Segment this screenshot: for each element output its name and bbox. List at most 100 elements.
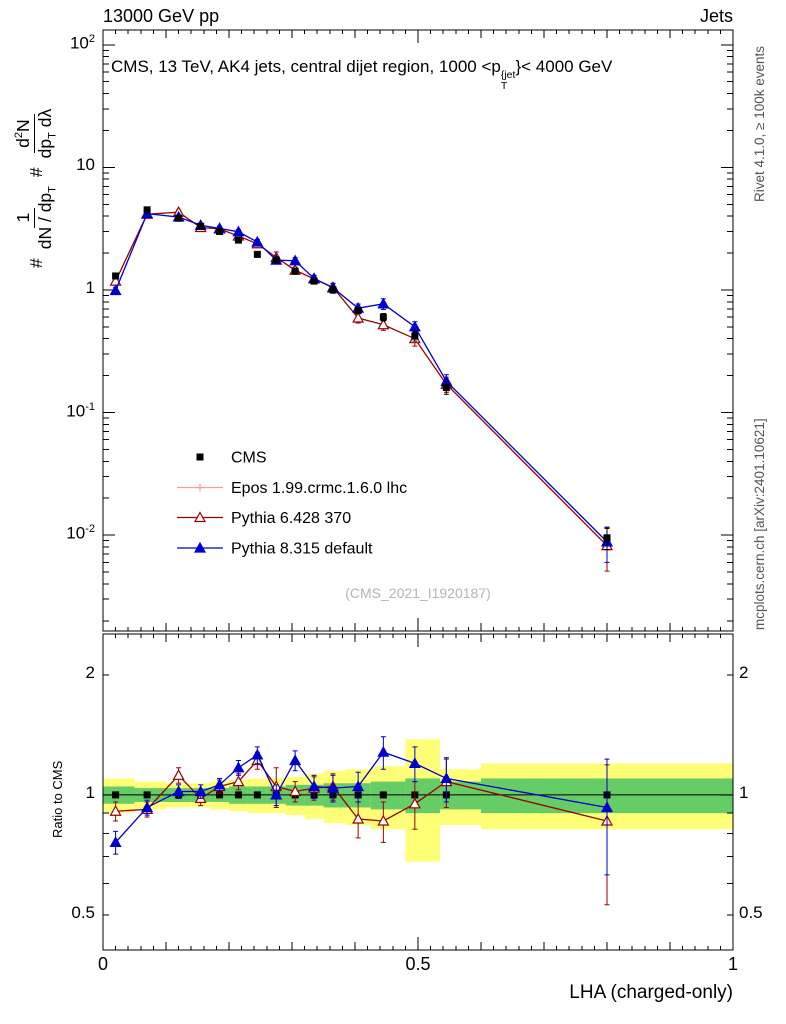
y-axis-tick-label: 10 (76, 155, 95, 175)
ratio-tick-label: 2 (85, 663, 95, 682)
data-point (193, 541, 207, 553)
data-point (172, 785, 185, 797)
green-band (370, 781, 406, 810)
analysis-watermark: (CMS_2021_I1920187) (345, 585, 491, 601)
legend-entry-cms: CMS (196, 450, 267, 467)
rivet-version-label: Rivet 4.1.0, ≥ 100k events (752, 46, 767, 202)
data-point (234, 791, 242, 799)
num-text: d (13, 138, 33, 148)
data-point (232, 761, 245, 773)
data-point (270, 788, 283, 800)
x-axis-tick-label: 0.5 (405, 954, 431, 974)
data-point (109, 284, 122, 296)
x-axis-title: LHA (charged-only) (569, 982, 733, 1003)
data-point (289, 785, 302, 797)
ratio-tick-label-right: 1 (739, 782, 749, 802)
data-point (196, 453, 204, 461)
data-point (193, 511, 207, 523)
legend-entry-pythia-8-315-default: Pythia 8.315 default (177, 541, 373, 558)
data-point (377, 745, 390, 757)
data-point (354, 306, 362, 314)
data-point (251, 235, 264, 247)
y-axis-tick-label: 10-2 (66, 523, 95, 543)
data-point (411, 332, 419, 340)
series-cms (112, 206, 611, 551)
data-point (216, 791, 224, 799)
y-axis-label: # 1 dN / dpT # d2N dpT dλ (13, 109, 60, 268)
data-point (379, 313, 387, 321)
y-axis-tick-label: 102 (69, 32, 95, 53)
main-series (109, 205, 614, 572)
y-axis-tick-label: 10-1 (66, 400, 95, 421)
series-pythia-8-315-default (109, 207, 614, 563)
data-point (234, 236, 242, 244)
pt-jet-symbol: {jet T (500, 69, 516, 93)
data-point (112, 272, 120, 280)
data-point (308, 780, 321, 792)
data-point (352, 311, 365, 323)
data-point (377, 297, 390, 309)
title-subscript: T (500, 80, 508, 93)
data-point (272, 256, 280, 264)
data-point (600, 801, 614, 813)
ratio-tick-label: 0.5 (71, 902, 95, 922)
legend-label: Pythia 8.315 default (231, 541, 373, 558)
fraction-numerator: 1 (13, 207, 35, 228)
title-text-pre: CMS, 13 TeV, AK4 jets, central dijet reg… (111, 57, 501, 76)
data-point (143, 206, 151, 214)
data-point (310, 277, 318, 285)
data-point (197, 222, 205, 230)
x-axis-tick-label: 1 (727, 954, 738, 974)
data-point (329, 286, 337, 294)
axis-ticks (102, 30, 734, 950)
num-superscript: 2 (13, 131, 26, 139)
ratio-tick-label-right: 2 (739, 663, 749, 682)
data-point (408, 757, 421, 768)
den-text: dλ (35, 108, 55, 133)
ratio-tick-label: 1 (85, 782, 95, 802)
fraction-denominator: dN / dpT (35, 186, 60, 249)
data-point (213, 778, 226, 790)
data-point (291, 267, 299, 275)
data-point (112, 791, 120, 799)
fraction-denominator: dpT dλ (35, 109, 60, 159)
data-point (216, 227, 224, 235)
observable-group-label: Jets (699, 6, 733, 26)
den-subscript: T (46, 186, 59, 193)
data-point (232, 775, 245, 787)
ratio-tick-label-right: 0.5 (739, 902, 763, 922)
data-point (194, 785, 207, 797)
hash-symbol: # (25, 258, 46, 268)
num-text: N (13, 119, 33, 132)
data-point (251, 748, 264, 760)
den-text: dN / dp (35, 192, 55, 250)
data-point (377, 318, 390, 330)
ratio-series (109, 736, 614, 906)
legend-entry-epos-1-99-crmc-1-6-0-lhc: Epos 1.99.crmc.1.6.0 lhc (177, 480, 407, 497)
legend-label: CMS (231, 450, 267, 467)
y-label-fraction-1: 1 dN / dpT (13, 186, 60, 249)
legend: CMS Epos 1.99.crmc.1.6.0 lhc Pythia 6.428 … (177, 450, 407, 558)
data-point (232, 225, 245, 237)
data-point (143, 791, 151, 799)
y-axis-tick-label: 1 (85, 277, 95, 297)
data-point (352, 780, 365, 792)
series-pythia-6-428-370 (109, 205, 614, 572)
data-point (253, 250, 261, 258)
x-axis-tick-label: 0 (97, 954, 108, 974)
data-point (408, 797, 421, 809)
data-point (442, 383, 450, 391)
data-point (175, 214, 183, 222)
data-point (326, 781, 339, 793)
data-point (289, 254, 302, 266)
den-subscript: T (46, 132, 59, 139)
data-point (141, 801, 154, 813)
data-point (603, 534, 611, 542)
beam-energy-label: 13000 GeV pp (103, 6, 220, 26)
legend-label: Epos 1.99.crmc.1.6.0 lhc (231, 480, 407, 497)
ratio-series-pythia-8-315-default (109, 736, 614, 876)
plot-title: CMS, 13 TeV, AK4 jets, central dijet reg… (111, 57, 612, 92)
data-point (109, 804, 122, 816)
mcplots-reference-label: mcplots.cern.ch [arXiv:2401.10621] (752, 418, 767, 630)
